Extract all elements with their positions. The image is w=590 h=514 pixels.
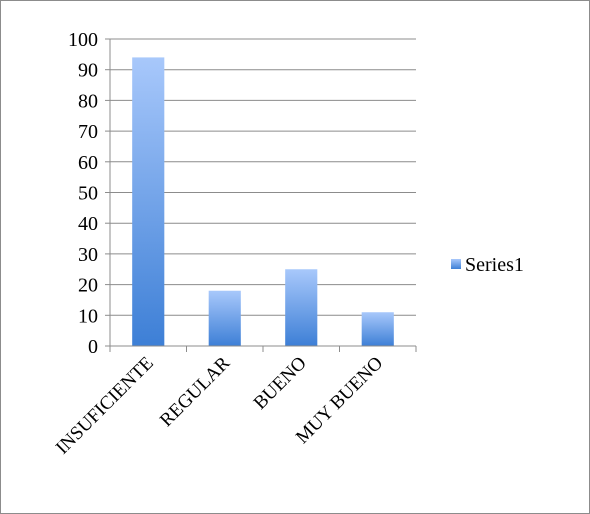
y-tick-label: 60 <box>78 152 98 174</box>
y-tick-label: 0 <box>88 336 98 358</box>
x-tick-label: INSUFICIENTE <box>52 353 158 459</box>
y-tick-label: 100 <box>68 29 98 51</box>
legend-swatch <box>451 259 461 269</box>
bar-muy-bueno <box>361 312 394 346</box>
y-tick-label: 10 <box>78 305 98 327</box>
bars <box>132 57 394 347</box>
x-tick-label: BUENO <box>250 353 311 414</box>
y-tick-label: 20 <box>78 275 98 297</box>
y-tick-label: 30 <box>78 244 98 266</box>
y-tick-label: 50 <box>78 183 98 205</box>
bar-bueno <box>285 269 318 346</box>
y-tick-label: 70 <box>78 121 98 143</box>
axes <box>109 39 417 352</box>
legend: Series1 <box>451 254 524 276</box>
bar-regular <box>208 290 241 346</box>
y-tick-label: 80 <box>78 90 98 112</box>
y-tick-label: 40 <box>78 213 98 235</box>
y-tick-labels: 0 10 20 30 40 50 60 70 80 90 100 <box>68 29 98 358</box>
x-tick-label: REGULAR <box>156 352 235 431</box>
y-tick-label: 90 <box>78 60 98 82</box>
bar-insuficiente <box>132 57 165 347</box>
legend-label: Series1 <box>465 254 524 276</box>
